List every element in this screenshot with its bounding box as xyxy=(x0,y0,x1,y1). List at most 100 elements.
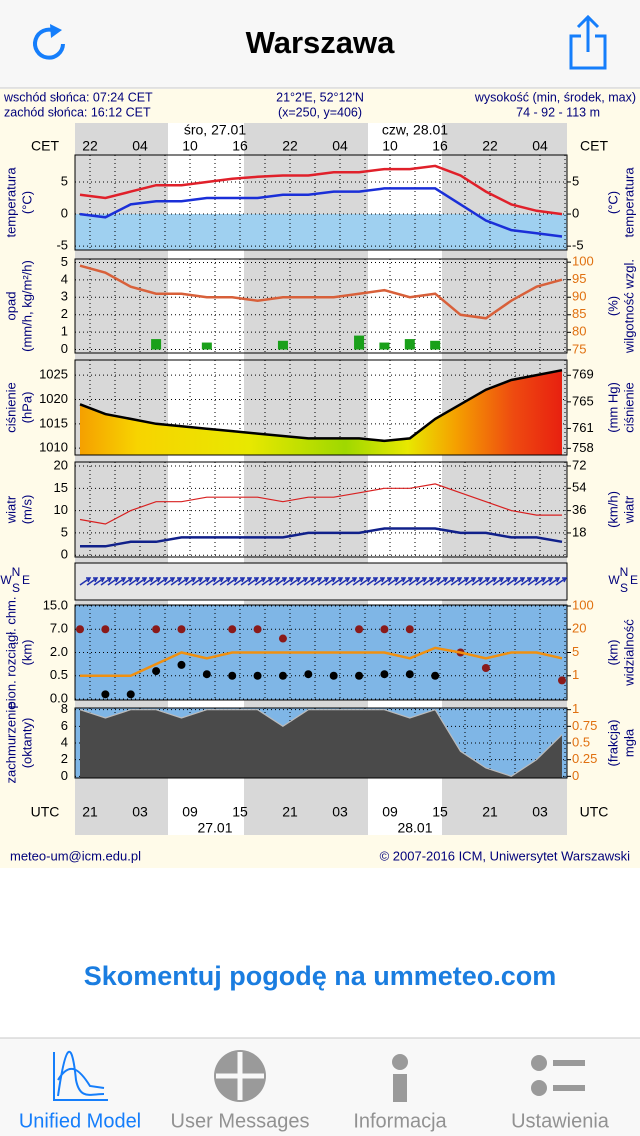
y2-tick-label: 85 xyxy=(572,306,586,321)
wind-arrow xyxy=(415,577,428,586)
wind-arrow xyxy=(177,577,190,586)
nav-bar xyxy=(0,0,640,88)
right-axis-title: (frakcja) xyxy=(605,720,620,767)
wind-arrow xyxy=(135,577,148,586)
wind-arrow xyxy=(492,577,505,586)
wind-arrow xyxy=(527,577,540,586)
series-line xyxy=(80,646,563,678)
y2-tick-label: 72 xyxy=(572,457,586,472)
bottom-hour-label: 03 xyxy=(532,804,548,820)
bottom-hour-label: 09 xyxy=(382,804,398,820)
wind-arrow xyxy=(499,577,512,586)
right-axis-title: widzialność xyxy=(621,619,636,687)
y-tick-label: 20 xyxy=(54,457,68,472)
footer-email: meteo-um@icm.edu.pl xyxy=(10,848,141,863)
left-axis-title: ciśnienie xyxy=(3,382,18,433)
cloud-dot xyxy=(405,625,414,634)
coords: 21°2'E, 52°12'N xyxy=(276,90,364,104)
top-day-label: śro, 27.01 xyxy=(184,122,246,138)
wind-arrow xyxy=(387,577,400,586)
cloud-dot xyxy=(355,625,364,634)
wind-arrow xyxy=(366,577,379,586)
wind-arrow xyxy=(534,577,547,586)
y2-tick-label: 36 xyxy=(572,502,586,517)
y-tick-label: 2 xyxy=(61,751,68,766)
wind-arrow xyxy=(359,577,372,586)
tab-ustawienia[interactable]: Ustawienia xyxy=(511,1055,610,1132)
wind-arrow xyxy=(282,577,295,586)
comment-link[interactable]: Skomentuj pogodę na ummeteo.com xyxy=(84,961,557,991)
wind-arrow xyxy=(310,577,323,586)
y2-tick-label: 5 xyxy=(572,644,579,659)
right-axis-title: (%) xyxy=(605,296,620,316)
wind-arrow xyxy=(520,577,533,586)
y-tick-label: 4 xyxy=(61,734,68,749)
top-zone: CET xyxy=(580,138,608,154)
wind-arrow xyxy=(247,577,260,586)
bottom-hour-label: 03 xyxy=(132,804,148,820)
right-axis-title: (°C) xyxy=(605,191,620,214)
wind-arrow xyxy=(121,577,134,586)
nav-title: Warszawa xyxy=(246,25,396,60)
refresh-button[interactable] xyxy=(33,24,65,60)
wind-arrow xyxy=(142,577,155,586)
tab-icon xyxy=(53,1050,108,1101)
y-tick-label: 15 xyxy=(54,480,68,495)
y-tick-label: 0 xyxy=(61,547,68,562)
wind-arrow xyxy=(170,577,183,586)
tab-label: User Messages xyxy=(171,1110,310,1132)
top-hour-label: 04 xyxy=(532,138,548,154)
cloud-dot xyxy=(253,671,262,680)
right-axis-title: temperatura xyxy=(621,167,636,238)
wind-arrow xyxy=(86,577,99,586)
wind-arrow xyxy=(450,577,463,586)
wind-arrow xyxy=(212,577,225,586)
left-axis-title: (hPa) xyxy=(19,392,34,424)
top-hour-label: 16 xyxy=(232,138,248,154)
tab-informacja[interactable]: Informacja xyxy=(353,1054,448,1132)
cloud-dot xyxy=(304,670,313,679)
right-axis-title: mgła xyxy=(621,728,636,757)
top-hour-label: 04 xyxy=(132,138,148,154)
cloud-dot xyxy=(278,634,287,643)
wind-arrow xyxy=(219,577,232,586)
wind-arrow xyxy=(254,577,267,586)
cloud-dot xyxy=(278,671,287,680)
cloud-dot xyxy=(177,625,186,634)
cloud-dot xyxy=(253,625,262,634)
y-tick-label: 1 xyxy=(61,324,68,339)
wind-arrow xyxy=(408,577,421,586)
wind-arrow xyxy=(338,577,351,586)
wind-arrow xyxy=(478,577,491,586)
y2-tick-label: 0.5 xyxy=(572,734,590,749)
wind-arrow xyxy=(156,577,169,586)
precip-bar xyxy=(151,339,162,350)
y-tick-label: 1020 xyxy=(39,391,68,406)
panel-frame xyxy=(74,604,568,701)
wind-arrow xyxy=(233,577,246,586)
tab-unified-model[interactable]: Unified Model xyxy=(19,1050,141,1133)
y-tick-label: 4 xyxy=(61,271,68,286)
y2-tick-label: 761 xyxy=(572,420,594,435)
top-hour-label: 22 xyxy=(482,138,498,154)
top-hour-label: 16 xyxy=(432,138,448,154)
y-tick-label: 0 xyxy=(61,341,68,356)
wind-arrow xyxy=(506,577,519,586)
top-hour-label: 04 xyxy=(332,138,348,154)
y2-tick-label: 54 xyxy=(572,480,586,495)
tab-user-messages[interactable]: User Messages xyxy=(171,1050,310,1132)
share-button[interactable] xyxy=(569,14,607,70)
left-axis-title: temperatura xyxy=(3,167,18,238)
wind-arrow xyxy=(422,577,435,586)
top-hour-label: 10 xyxy=(182,138,198,154)
top-hour-label: 10 xyxy=(382,138,398,154)
compass-letter: W xyxy=(0,573,12,587)
wind-arrow xyxy=(513,577,526,586)
right-axis-title: (mm Hg) xyxy=(605,382,620,433)
wind-arrow xyxy=(275,577,288,586)
cloud-dot xyxy=(228,671,237,680)
wind-arrow xyxy=(443,577,456,586)
refresh-icon xyxy=(33,27,65,60)
